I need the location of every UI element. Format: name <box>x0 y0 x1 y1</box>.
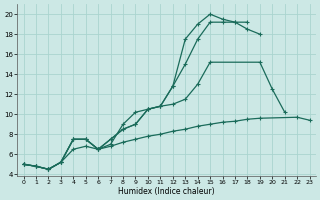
X-axis label: Humidex (Indice chaleur): Humidex (Indice chaleur) <box>118 187 215 196</box>
